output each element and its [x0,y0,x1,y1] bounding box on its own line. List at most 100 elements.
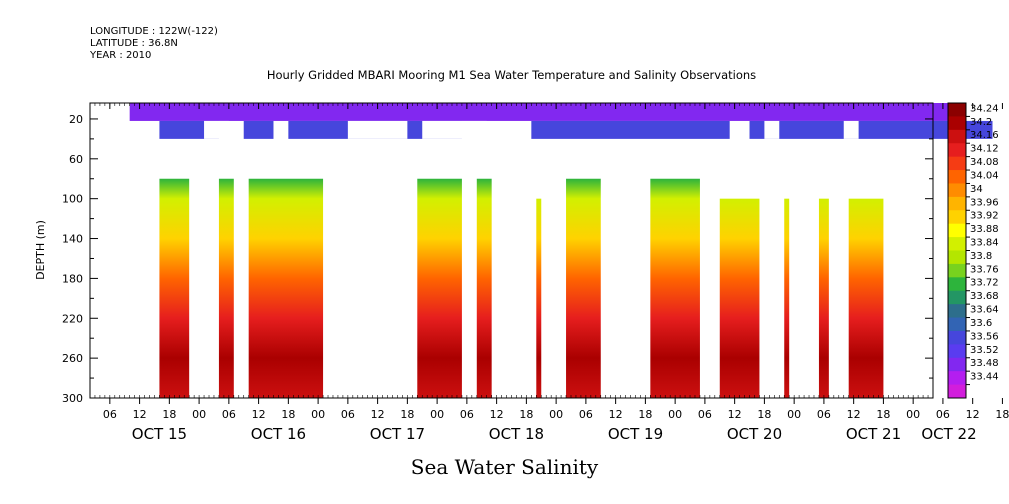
x-day-label: OCT 21 [846,425,901,443]
colorbar-label: 33.92 [970,211,999,222]
x-day-label: OCT 18 [489,425,544,443]
x-tick-label: 06 [341,408,355,421]
deep-block [566,178,601,398]
x-tick-label: 00 [311,408,325,421]
deep-block [536,198,542,398]
data-gap [843,120,859,139]
y-tick-label: 220 [62,312,83,325]
y-axis-title: DEPTH (m) [34,220,47,280]
deep-block [650,178,700,398]
x-tick-label: 18 [162,408,176,421]
deep-block [818,198,829,398]
colorbar-label: 33.52 [970,345,999,356]
colorbar-label: 33.56 [970,331,999,342]
deep-block [719,198,760,398]
y-tick-label: 100 [62,193,83,206]
mid-band [531,120,730,139]
colorbar-cell [948,277,966,292]
x-tick-label: 06 [579,408,593,421]
year-label: YEAR : 2010 [90,50,152,61]
x-tick-label: 18 [400,408,414,421]
x-tick-label: 12 [252,408,266,421]
data-gap [204,120,229,139]
colorbar-label: 34.16 [970,130,999,141]
colorbar-label: 34 [970,184,983,195]
x-tick-label: 06 [460,408,474,421]
colorbar-label: 34.04 [970,170,999,181]
colorbar-cell [948,290,966,305]
deep-block [476,178,492,398]
x-axis-title: Sea Water Salinity [410,455,599,479]
x-tick-label: 18 [519,408,533,421]
x-day-label: OCT 19 [608,425,663,443]
colorbar-cell [948,317,966,332]
colorbar-cell [948,371,966,386]
y-tick-label: 60 [69,153,83,166]
x-tick-label: 18 [638,408,652,421]
data-gap [347,120,408,139]
x-tick-label: 00 [549,408,563,421]
colorbar-label: 34.08 [970,157,999,168]
x-tick-label: 00 [668,408,682,421]
y-tick-label: 140 [62,233,83,246]
colorbar-label: 33.76 [970,264,999,275]
mid-band [749,120,993,139]
x-tick-label: 00 [787,408,801,421]
deep-block [784,198,790,398]
colorbar-label: 33.8 [970,251,992,262]
x-day-label: OCT 17 [370,425,425,443]
colorbar-label: 33.6 [970,318,992,329]
colorbar-cell [948,170,966,184]
x-tick-label: 06 [936,408,950,421]
x-tick-label: 12 [609,408,623,421]
x-day-label: OCT 15 [132,425,187,443]
x-tick-label: 12 [728,408,742,421]
colorbar-label: 33.72 [970,278,999,289]
latitude-label: LATITUDE : 36.8N [90,38,178,49]
colorbar-cell [948,250,966,265]
x-tick-label: 12 [490,408,504,421]
colorbar-cell [948,103,966,117]
colorbar-cell [948,210,966,225]
x-tick-label: 12 [966,408,980,421]
chart-title: Hourly Gridded MBARI Mooring M1 Sea Wate… [266,68,757,82]
mid-band [243,120,274,139]
colorbar-cell [948,143,966,158]
x-tick-label: 18 [757,408,771,421]
y-tick-label: 180 [62,272,83,285]
colorbar-cell [948,129,966,144]
x-tick-label: 00 [430,408,444,421]
surface-band [129,103,953,121]
colorbar-cell [948,183,966,198]
x-day-label: OCT 16 [251,425,306,443]
x-tick-label: 06 [222,408,236,421]
colorbar-cell [948,116,966,131]
colorbar-label: 33.68 [970,291,999,302]
colorbar-cell [948,330,966,345]
colorbar-label: 33.88 [970,224,999,235]
colorbar-cell [948,304,966,319]
deep-block [159,178,190,398]
x-tick-label: 12 [133,408,147,421]
colorbar-cell [948,263,966,278]
longitude-label: LONGITUDE : 122W(-122) [90,26,218,37]
colorbar-label: 33.96 [970,197,999,208]
x-tick-label: 18 [995,408,1009,421]
x-tick-label: 12 [371,408,385,421]
colorbar-cell [948,344,966,359]
y-tick-label: 20 [69,113,83,126]
colorbar-cell [948,156,966,171]
x-tick-label: 18 [281,408,295,421]
plot-frame [89,102,934,399]
colorbar-cell [948,357,966,372]
deep-block [218,178,234,398]
colorbar-cell [948,196,966,211]
deep-block [417,178,462,398]
x-day-label: OCT 20 [727,425,782,443]
x-tick-label: 00 [192,408,206,421]
colorbar-cell [948,384,966,399]
y-tick-label: 260 [62,352,83,365]
deep-block [848,198,884,398]
x-day-label: OCT 22 [921,425,976,443]
